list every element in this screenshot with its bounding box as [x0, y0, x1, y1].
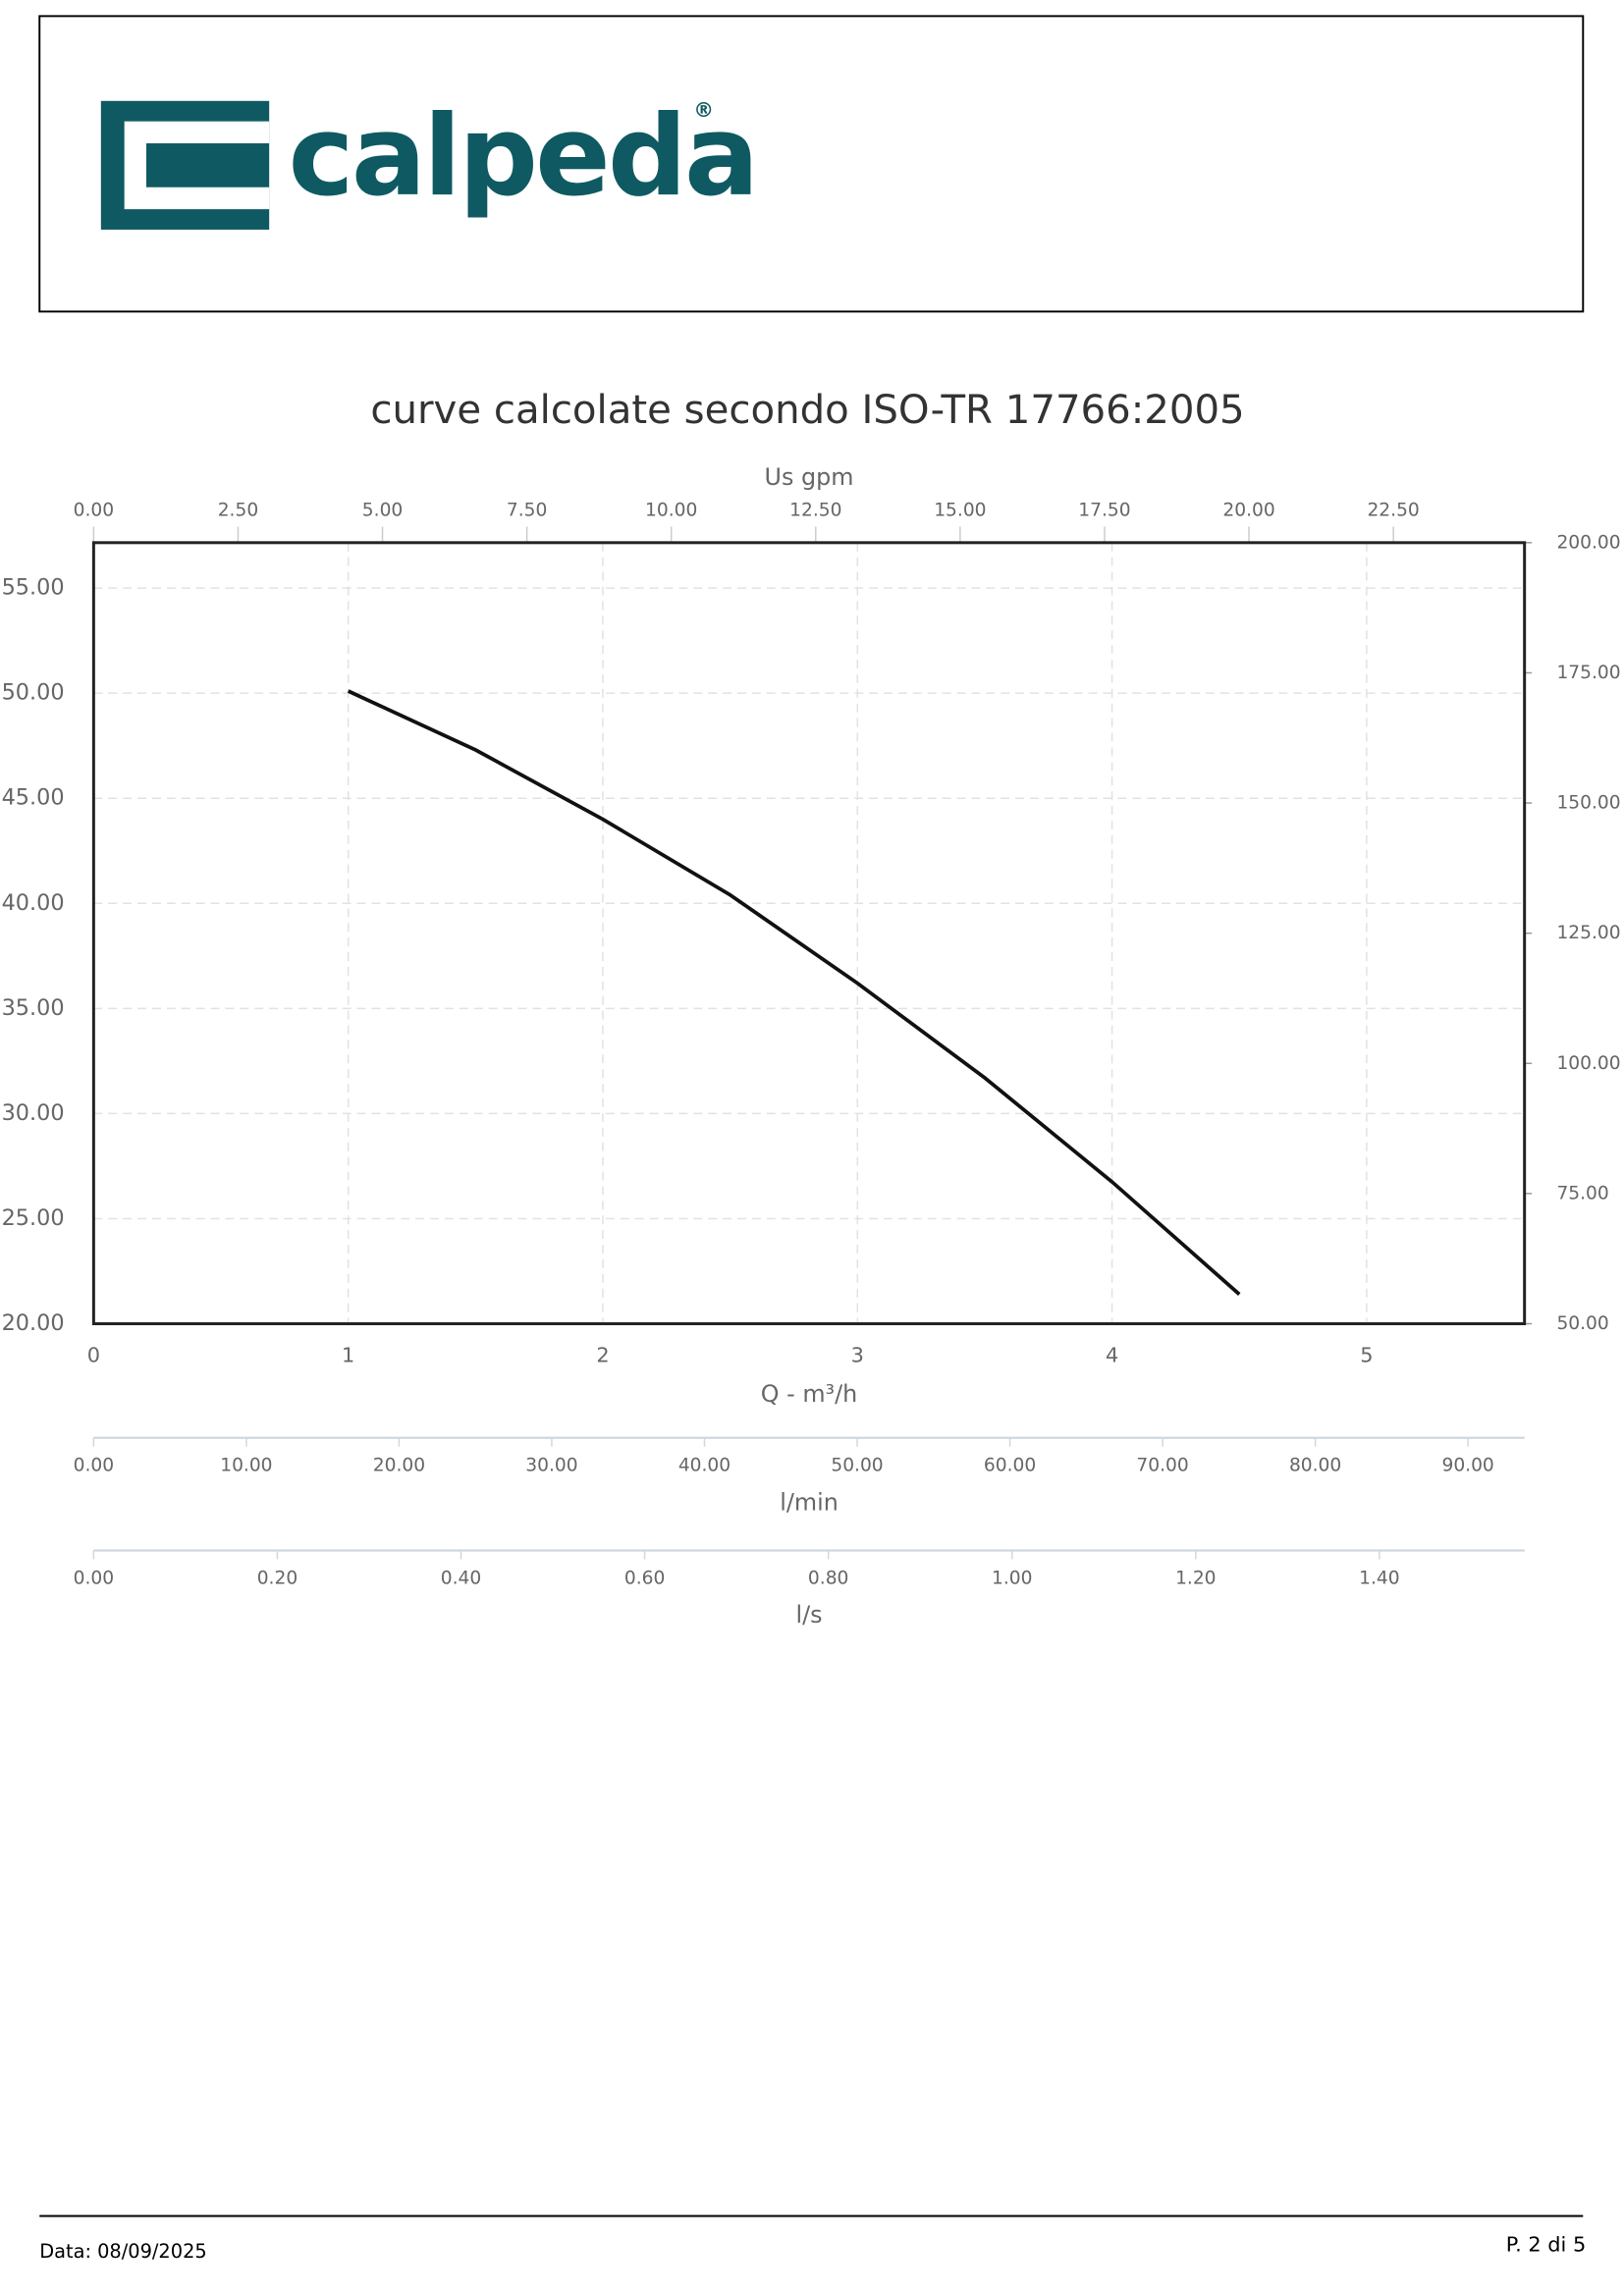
y-tick-label: 50.00	[2, 680, 65, 706]
axis-tick-label: 0.80	[808, 1568, 848, 1588]
curve	[347, 689, 1241, 1296]
top-tick-label: 20.00	[1222, 501, 1274, 521]
axis-tick-label: 40.00	[678, 1456, 731, 1476]
x-tick-label: 5	[1360, 1343, 1373, 1366]
top-tick-label: 7.50	[507, 501, 547, 521]
axis-label: l/s	[795, 1601, 822, 1629]
chart-title: curve calcolate secondo ISO-TR 17766:200…	[370, 388, 1244, 433]
y-tick-label: 40.00	[2, 890, 65, 916]
axis-tick-label: 10.00	[220, 1456, 272, 1476]
y2-tick-label: 150.00	[1556, 793, 1620, 814]
y-tick-label: 25.00	[2, 1205, 65, 1231]
axis-label: l/min	[780, 1488, 839, 1516]
y2-tick-label: 75.00	[1556, 1183, 1608, 1203]
axis-tick-label: 0.20	[257, 1568, 298, 1588]
top-axis-label: Us gpm	[765, 463, 854, 491]
x-tick-label: 4	[1106, 1343, 1118, 1366]
axis-tick-label: 1.20	[1175, 1568, 1216, 1588]
axis-tick-label: 60.00	[984, 1456, 1036, 1476]
top-tick-label: 2.50	[218, 501, 258, 521]
axis-tick-label: 0.00	[74, 1456, 114, 1476]
y-tick-label: 45.00	[2, 785, 65, 811]
registered-mark: ®	[693, 98, 714, 122]
axis-tick-label: 20.00	[373, 1456, 425, 1476]
logo-text: calpeda	[289, 91, 757, 221]
y2-tick-label: 200.00	[1556, 532, 1620, 553]
footer-date: Data: 08/09/2025	[39, 2240, 206, 2263]
y2-tick-label: 125.00	[1556, 923, 1620, 943]
top-tick-label: 5.00	[362, 501, 403, 521]
axis-tick-label: 1.00	[992, 1568, 1032, 1588]
y2-tick-label: 175.00	[1556, 663, 1620, 683]
top-tick-label: 17.50	[1078, 501, 1130, 521]
top-tick-label: 10.00	[645, 501, 697, 521]
plot-frame	[91, 541, 1527, 1326]
logo-mark	[100, 100, 270, 230]
axis-tick-label: 70.00	[1136, 1456, 1188, 1476]
y-tick-label: 35.00	[2, 995, 65, 1021]
y2-tick-label: 100.00	[1556, 1053, 1620, 1074]
axis-tick-label: 0.00	[74, 1568, 114, 1588]
footer-page: P. 2 di 5	[1506, 2232, 1586, 2256]
y-tick-label: 55.00	[2, 575, 65, 601]
axis-tick-label: 50.00	[831, 1456, 883, 1476]
x-tick-label: 1	[342, 1343, 354, 1366]
axis-tick-label: 90.00	[1441, 1456, 1493, 1476]
axis-tick-label: 0.60	[624, 1568, 665, 1588]
y-tick-label: 20.00	[2, 1310, 65, 1336]
top-tick-label: 0.00	[74, 501, 114, 521]
axis-tick-label: 80.00	[1289, 1456, 1341, 1476]
x-tick-label: 2	[596, 1343, 609, 1366]
axis-tick-label: 30.00	[525, 1456, 577, 1476]
top-tick-label: 15.00	[934, 501, 986, 521]
header-box	[38, 15, 1585, 313]
top-tick-label: 22.50	[1367, 501, 1419, 521]
top-tick-label: 12.50	[789, 501, 841, 521]
x-tick-label: 3	[851, 1343, 864, 1366]
x-tick-label: 0	[87, 1343, 100, 1366]
y-tick-label: 30.00	[2, 1100, 65, 1126]
axis-tick-label: 0.40	[441, 1568, 481, 1588]
x-axis-label: Q - m³/h	[761, 1380, 857, 1408]
axis-tick-label: 1.40	[1359, 1568, 1399, 1588]
y2-tick-label: 50.00	[1556, 1313, 1608, 1334]
